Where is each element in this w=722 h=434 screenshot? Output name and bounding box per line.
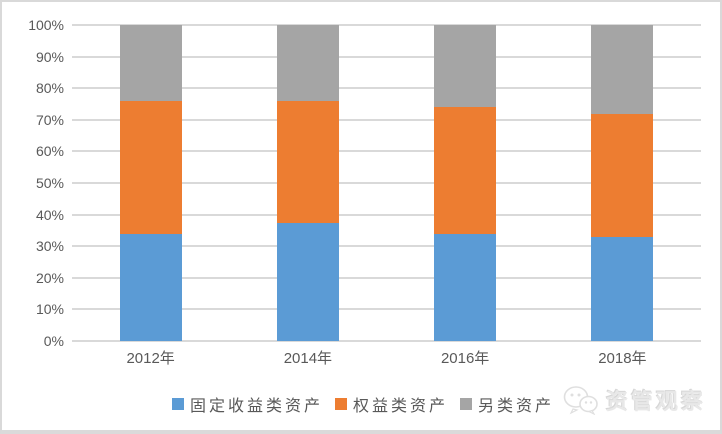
y-tick-label: 50% [35, 175, 64, 191]
chart-legend: 固定收益类资产 权益类资产 另类资产 [2, 392, 720, 416]
wechat-icon [563, 385, 599, 416]
bar-segment [119, 100, 182, 234]
gridline-0 [72, 340, 701, 342]
watermark: 资管观察 [563, 384, 706, 416]
bar-stack [591, 25, 654, 341]
bar-slot-2014年 [229, 25, 386, 341]
bar-segment [434, 233, 497, 341]
y-tick-label: 30% [35, 238, 64, 255]
watermark-label: 资管观察 [605, 389, 706, 414]
plot-area [72, 24, 701, 342]
bar-segment [591, 236, 654, 341]
gridline-90 [72, 55, 701, 58]
y-axis: 0% 10% 20% 30% 40% 50% 60% 70% 80% 90% 100% [2, 17, 64, 349]
bar-slot-2016年 [387, 25, 544, 341]
y-tick-label: 70% [35, 111, 64, 128]
bar-slots [72, 25, 701, 341]
bar-segment [434, 107, 497, 234]
bar-stack [276, 25, 339, 341]
x-tick-label: 2012年 [126, 350, 175, 367]
gridline-60 [72, 150, 701, 153]
y-tick-label: 10% [35, 301, 64, 318]
bar-segment [434, 25, 497, 108]
legend-label: 另类资产 [478, 398, 555, 415]
gridline-50 [72, 182, 701, 184]
bar-segment [119, 25, 182, 101]
bar-stack [434, 25, 497, 341]
bar-segment [591, 113, 654, 237]
x-tick-label: 2018年 [598, 350, 647, 367]
legend-item: 权益类资产 [334, 392, 448, 416]
legend-item: 另类资产 [460, 392, 554, 416]
y-tick-label: 60% [35, 143, 64, 160]
y-tick-label: 20% [35, 269, 64, 286]
y-tick-label: 40% [35, 206, 64, 223]
x-axis: 2012年 2014年 2016年 2018年 [72, 347, 701, 368]
bar-segment [276, 222, 339, 341]
gridline-10 [72, 308, 701, 311]
y-tick-label: 80% [35, 80, 64, 97]
y-tick-label: 0% [43, 333, 64, 349]
gridline-100 [72, 24, 701, 26]
bar-segment [276, 100, 339, 223]
gridline-40 [72, 213, 701, 216]
y-tick-label: 100% [28, 17, 64, 33]
gridline-80 [72, 87, 701, 90]
x-tick-label: 2014年 [283, 350, 333, 367]
bar-segment [591, 25, 654, 114]
bar-stack [119, 25, 182, 341]
legend-label: 权益类资产 [352, 398, 448, 415]
legend-swatch [460, 398, 472, 410]
bar-slot-2018年 [544, 25, 701, 341]
legend-item: 固定收益类资产 [171, 392, 323, 416]
bar-segment [276, 25, 339, 101]
bar-segment [119, 233, 182, 341]
gridline-30 [72, 245, 701, 248]
bar-slot-2012年 [72, 25, 229, 341]
legend-swatch [171, 398, 184, 410]
gridline-20 [72, 276, 701, 279]
legend-swatch [334, 398, 347, 410]
y-tick-label: 90% [35, 48, 64, 65]
legend-label: 固定收益类资产 [189, 398, 323, 415]
gridline-70 [72, 118, 701, 121]
x-tick-label: 2016年 [440, 350, 490, 367]
